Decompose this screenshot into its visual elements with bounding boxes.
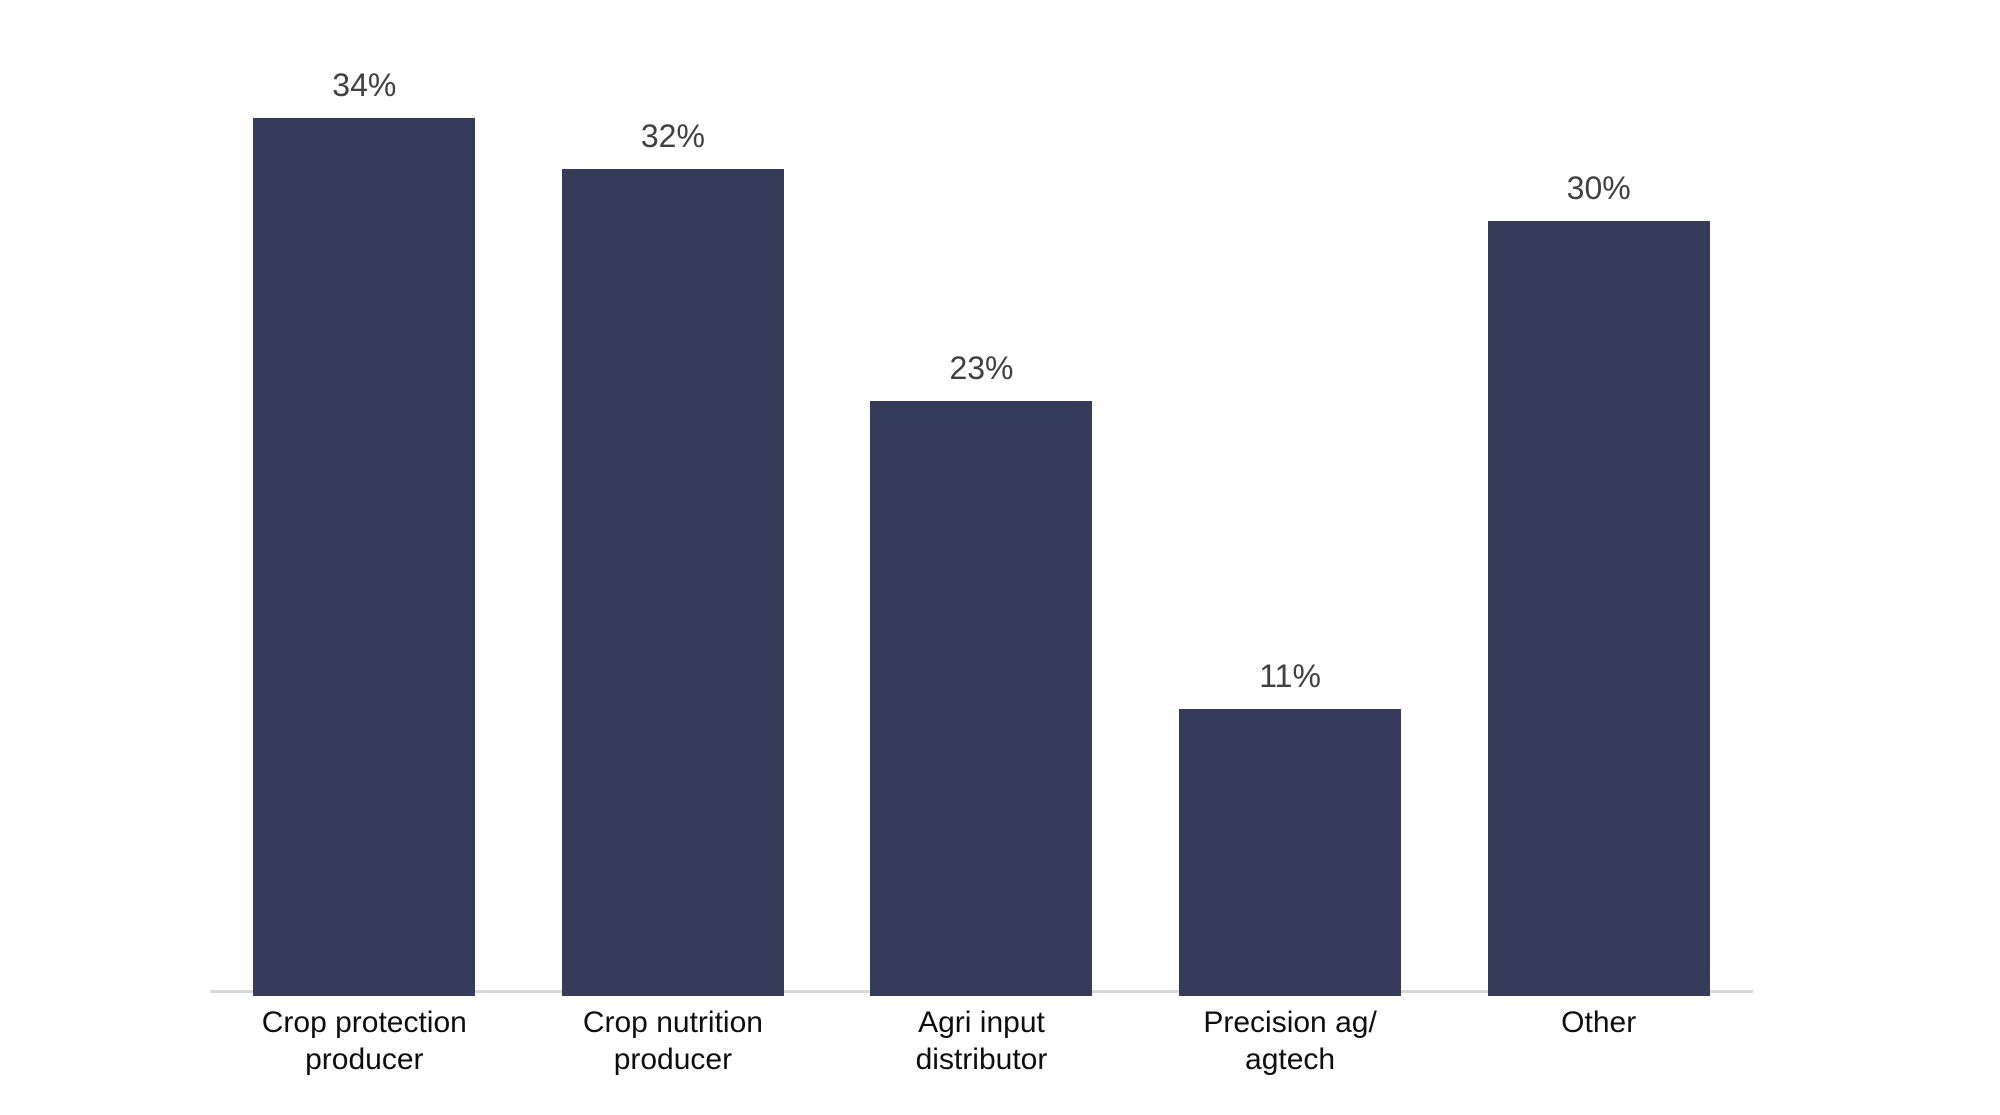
bar-value-label: 11%	[1259, 658, 1321, 694]
category-label: Crop nutrition producer	[582, 1006, 763, 1076]
x-axis-labels: Crop protection producer Crop nutrition p…	[210, 1004, 1753, 1078]
chart-column: 11%	[1136, 0, 1445, 996]
bar-value-label: 34%	[332, 67, 397, 103]
bar	[870, 401, 1093, 996]
bar-value-label: 32%	[640, 118, 705, 154]
chart-column: 34%	[210, 0, 519, 996]
bar	[561, 169, 784, 996]
bar	[1487, 221, 1710, 996]
chart-column: 30%	[1444, 0, 1753, 996]
category-label: Crop protection producer	[261, 1006, 467, 1076]
chart-column: 23%	[827, 0, 1136, 996]
plot-area: 34% 32% 23% 11% 30%	[210, 0, 1753, 996]
bar	[253, 118, 476, 996]
bar	[1179, 709, 1402, 996]
bar-value-label: 23%	[949, 350, 1014, 386]
category-label: Other	[1561, 1006, 1637, 1039]
chart-column: 32%	[519, 0, 828, 996]
category-label: Agri input distributor	[915, 1006, 1048, 1076]
columns: 34% 32% 23% 11% 30%	[210, 0, 1753, 996]
category-label: Precision ag/ agtech	[1203, 1006, 1377, 1076]
bar-value-label: 30%	[1566, 170, 1631, 206]
